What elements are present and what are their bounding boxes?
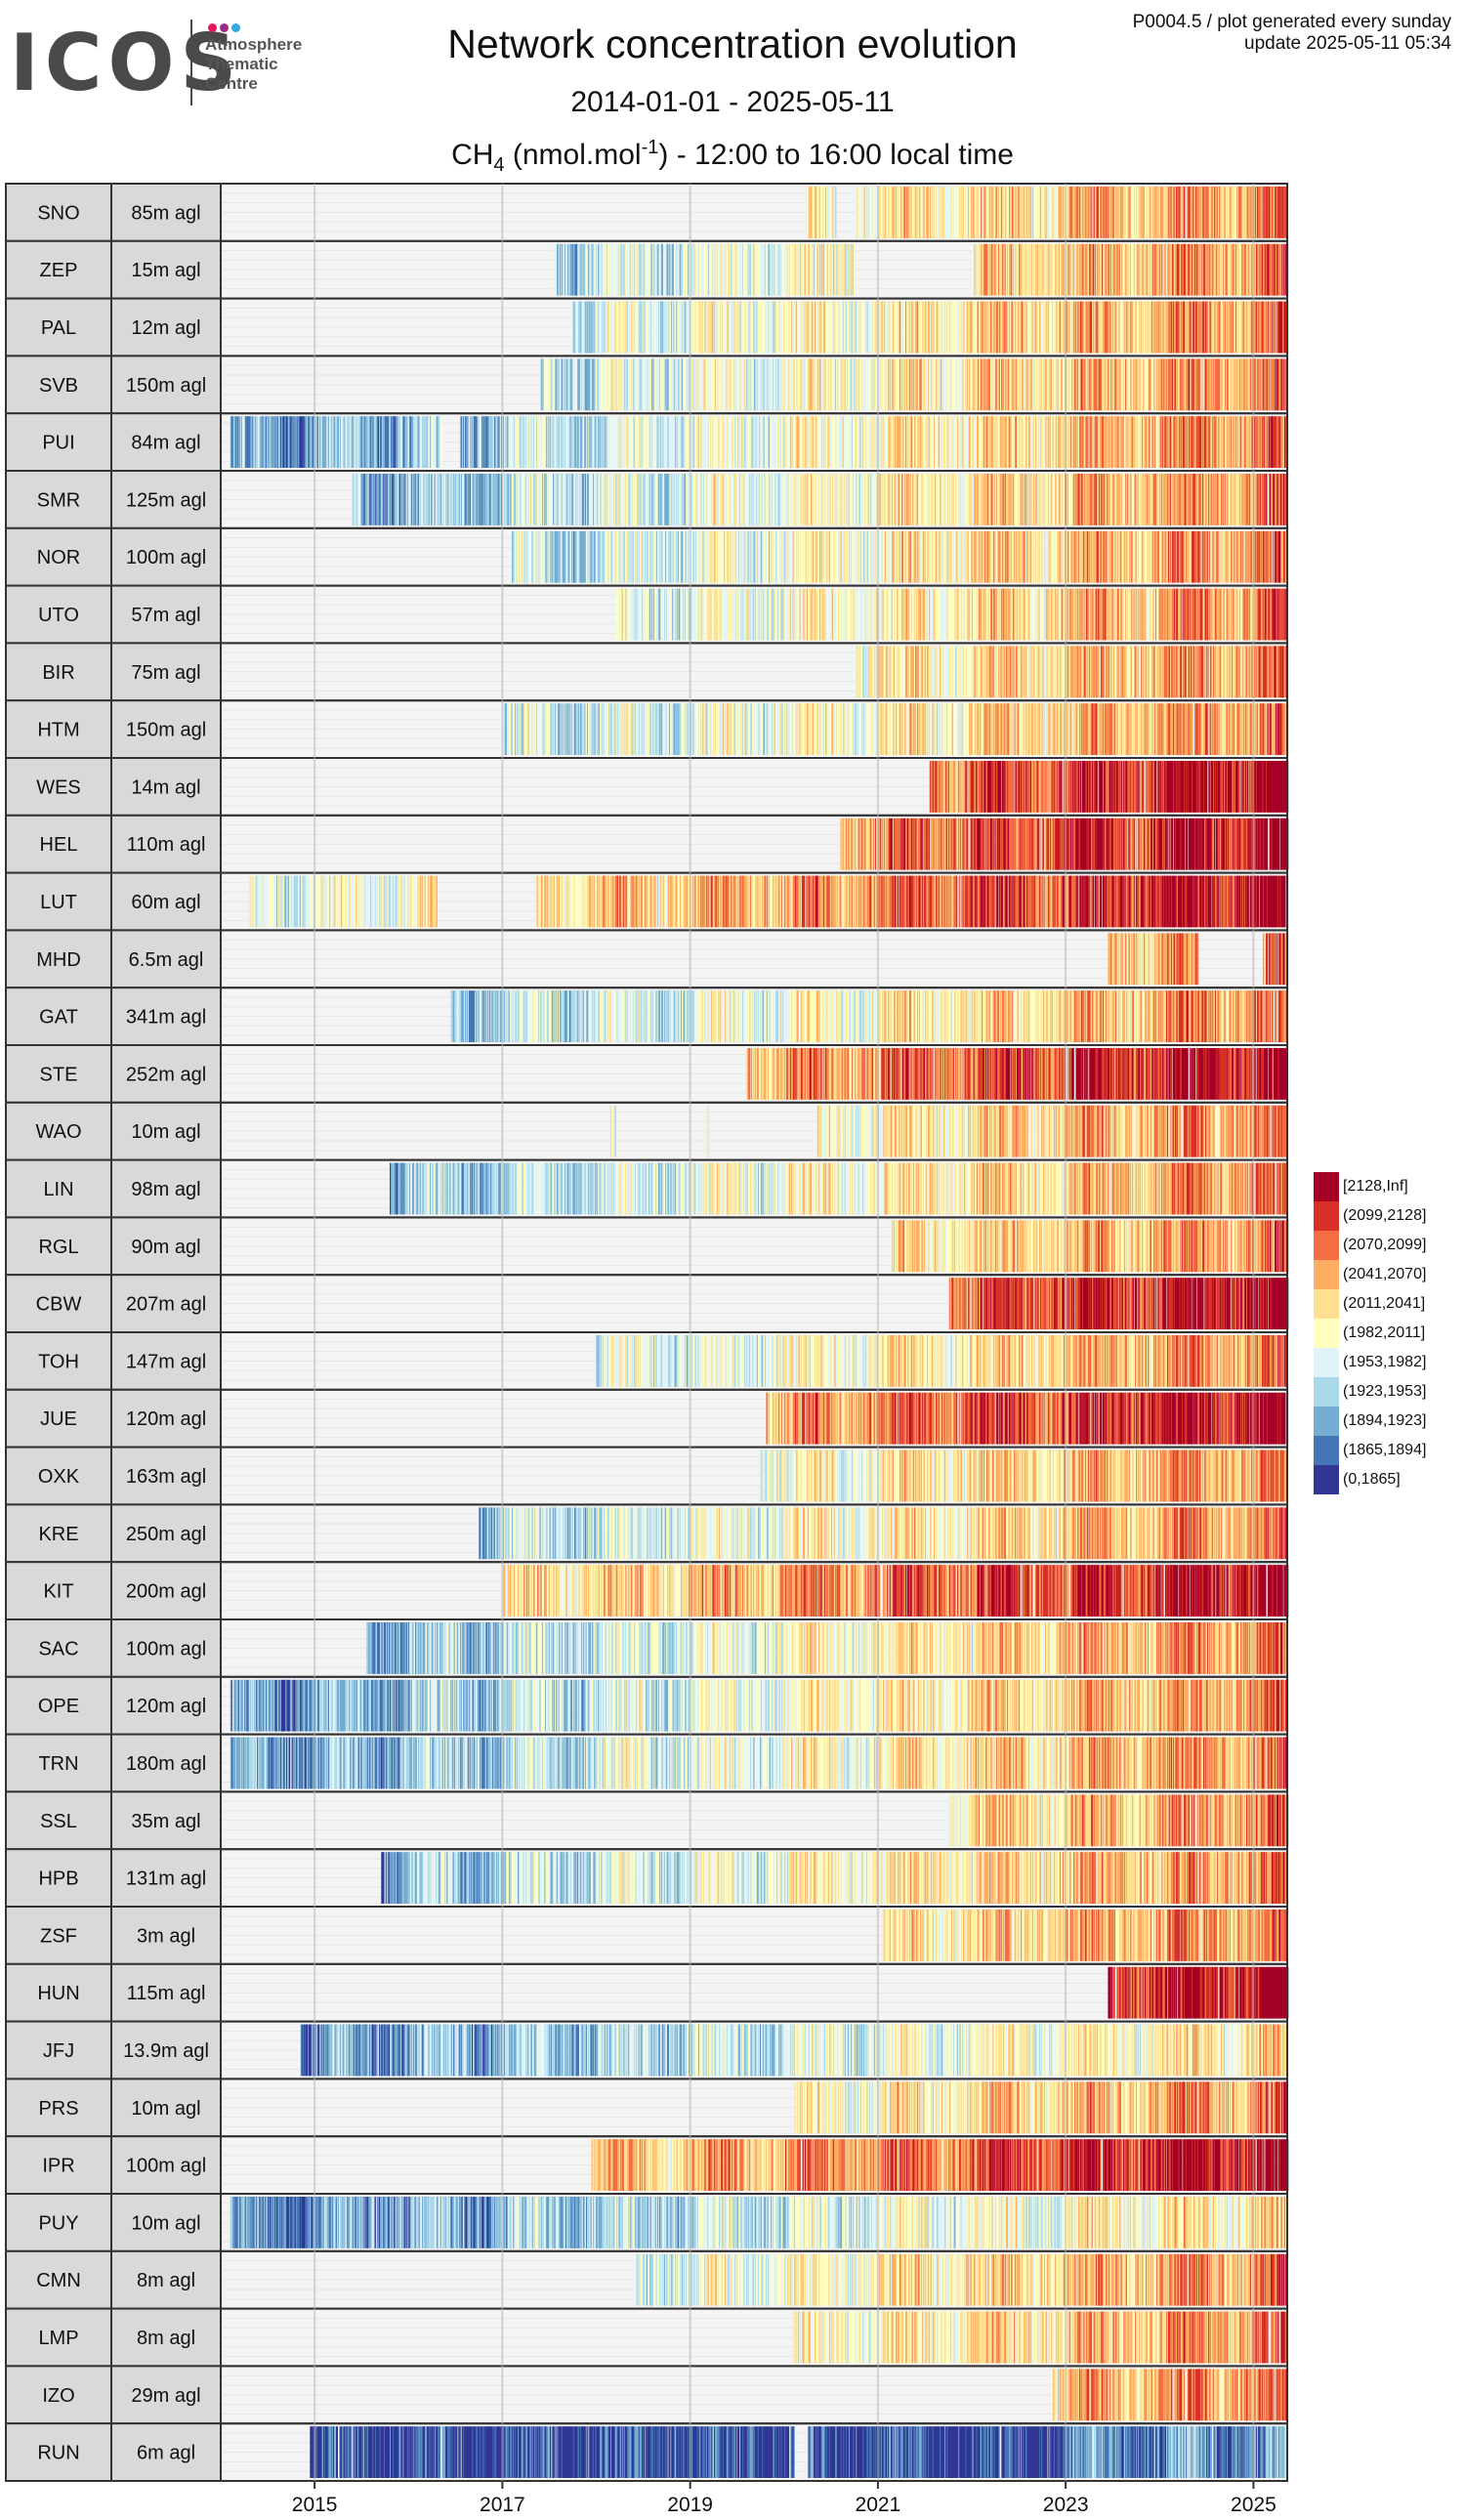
data-stripe	[934, 187, 935, 238]
data-stripe	[1193, 187, 1194, 238]
data-stripe	[1261, 187, 1262, 238]
data-stripe	[667, 244, 668, 296]
data-stripe	[986, 187, 987, 238]
data-stripe	[1161, 244, 1162, 296]
data-stripe	[625, 244, 626, 296]
data-stripe	[1069, 244, 1070, 296]
data-stripe	[1184, 187, 1185, 238]
data-stripe	[957, 187, 958, 238]
data-stripe	[670, 244, 671, 296]
data-stripe	[1098, 187, 1099, 238]
data-stripe	[835, 187, 836, 238]
data-stripe	[969, 187, 970, 238]
data-stripe	[615, 244, 616, 296]
data-stripe	[949, 187, 950, 238]
data-stripe	[1222, 187, 1223, 238]
data-stripe	[684, 244, 685, 296]
data-stripe	[1138, 244, 1139, 296]
data-stripe	[858, 187, 859, 238]
data-stripe	[1145, 187, 1146, 238]
data-stripe	[854, 244, 855, 296]
data-stripe	[1013, 244, 1014, 296]
data-stripe	[1064, 244, 1065, 296]
data-stripe	[1048, 244, 1049, 296]
data-stripe	[1273, 187, 1274, 238]
data-stripe	[1073, 244, 1074, 296]
data-stripe	[1180, 187, 1181, 238]
data-stripe	[562, 244, 563, 296]
data-stripe	[560, 244, 561, 296]
data-stripe	[657, 244, 658, 296]
heatmap-chart: SNO 85m aglZEP 15m aglPAL 12m aglSVB 150m ag…	[0, 0, 1465, 2520]
data-stripe	[881, 187, 882, 238]
data-stripe	[1181, 187, 1182, 238]
data-stripe	[1048, 187, 1049, 238]
data-stripe	[921, 187, 922, 238]
data-stripe	[807, 244, 808, 296]
data-stripe	[976, 244, 977, 296]
data-stripe	[594, 244, 595, 296]
data-stripe	[1147, 187, 1148, 238]
data-stripe	[673, 244, 674, 296]
data-stripe	[768, 244, 769, 296]
data-stripe	[1091, 187, 1092, 238]
data-stripe	[1006, 187, 1007, 238]
data-stripe	[809, 244, 810, 296]
data-stripe	[978, 187, 979, 238]
data-stripe	[996, 244, 997, 296]
data-stripe	[1165, 244, 1166, 296]
data-stripe	[1152, 187, 1153, 238]
data-stripe	[982, 187, 983, 238]
data-stripe	[1011, 244, 1012, 296]
station-height: 85m agl	[131, 202, 200, 224]
data-stripe	[662, 244, 663, 296]
station-height: 15m agl	[131, 260, 200, 281]
data-stripe	[1093, 244, 1094, 296]
data-stripe	[1053, 187, 1054, 238]
data-stripe	[924, 187, 925, 238]
data-stripe	[747, 244, 748, 296]
data-stripe	[677, 244, 678, 296]
station-code: SNO	[37, 202, 79, 224]
station-code: ZEP	[40, 260, 78, 281]
